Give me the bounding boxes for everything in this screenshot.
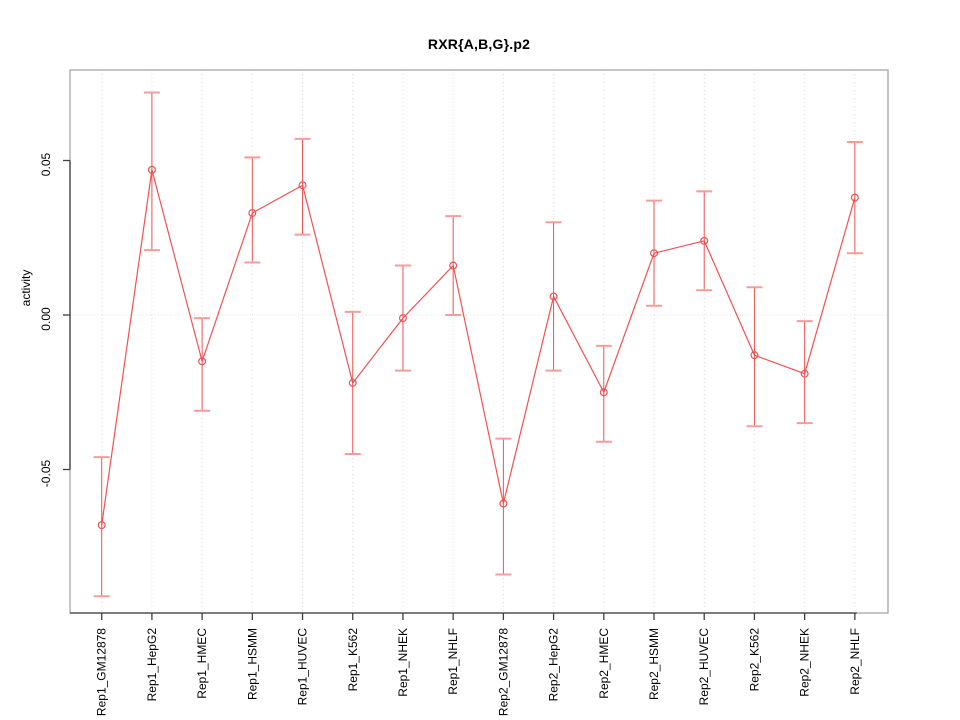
- data-point: [449, 261, 458, 270]
- x-axis-label: Rep1_NHLF: [446, 628, 460, 695]
- x-axis-label: Rep2_NHEK: [798, 628, 812, 697]
- data-point: [599, 388, 608, 397]
- data-point: [700, 236, 709, 245]
- data-point: [398, 314, 407, 323]
- data-point: [750, 351, 759, 360]
- data-point: [549, 292, 558, 301]
- data-point: [800, 369, 809, 378]
- x-axis-label: Rep1_HUVEC: [296, 628, 310, 706]
- x-axis-label: Rep2_HUVEC: [697, 628, 711, 706]
- data-point: [198, 357, 207, 366]
- y-axis-tick-label: 0.05: [39, 152, 53, 176]
- x-axis-label: Rep2_HepG2: [547, 628, 561, 702]
- x-axis-label: Rep2_K562: [747, 628, 761, 692]
- y-axis-tick-label: -0.05: [39, 460, 53, 488]
- data-point: [97, 521, 106, 530]
- x-axis-label: Rep1_K562: [346, 628, 360, 692]
- data-point: [850, 193, 859, 202]
- series-line: [101, 169, 856, 526]
- plot-frame: [69, 69, 889, 614]
- data-point: [248, 209, 257, 218]
- x-axis-label: Rep1_HMEC: [195, 628, 209, 699]
- data-point: [650, 249, 659, 258]
- x-axis-label: Rep1_HSMM: [245, 628, 259, 700]
- x-axis-label: Rep2_NHLF: [848, 628, 862, 695]
- x-axis-label: Rep2_GM12878: [496, 628, 510, 716]
- data-point: [298, 181, 307, 190]
- data-point: [147, 165, 156, 174]
- y-axis-title: activity: [19, 270, 33, 307]
- x-axis-label: Rep1_HepG2: [145, 628, 159, 702]
- x-axis-label: Rep1_NHEK: [396, 628, 410, 697]
- data-point: [348, 378, 357, 387]
- x-axis-label: Rep2_HSMM: [647, 628, 661, 700]
- data-point: [499, 499, 508, 508]
- chart-title: RXR{A,B,G}.p2: [427, 36, 531, 52]
- x-axis-label: Rep1_GM12878: [95, 628, 109, 716]
- x-axis-label: Rep2_HMEC: [597, 628, 611, 699]
- y-axis-tick-label: 0.00: [39, 307, 53, 331]
